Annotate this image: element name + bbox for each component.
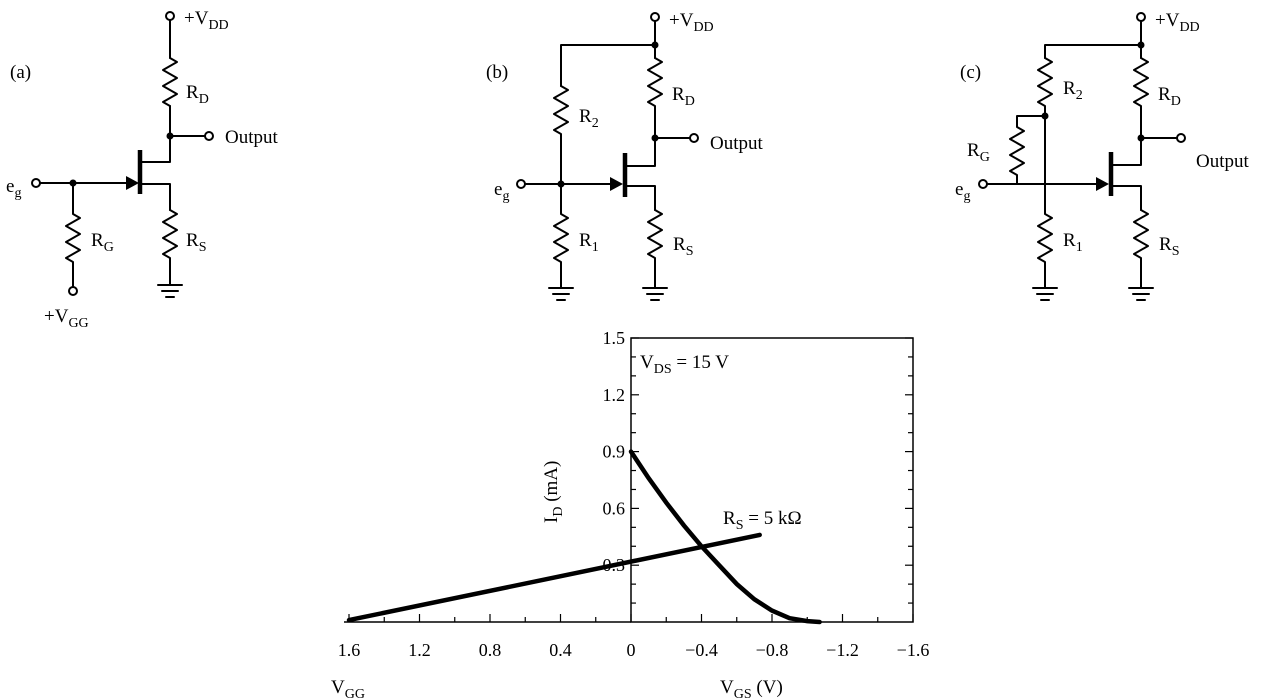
circuit-c-rd-label: RD (1158, 84, 1181, 109)
circuit-b-ground-left-icon (548, 287, 574, 301)
circuit-a-rg-label: RG (91, 230, 114, 255)
x-tick-label: −1.2 (826, 640, 859, 660)
chart-annotation-rs: RS = 5 kΩ (723, 508, 802, 533)
circuit-c-rg-resistor (1009, 115, 1046, 185)
circuit-a-input-terminal (31, 178, 41, 188)
circuit-b-ground-right-icon (642, 287, 668, 301)
circuit-a-vgg-terminal (68, 286, 78, 296)
circuit-c-output-label: Output (1196, 151, 1250, 172)
circuit-b-output-terminal (689, 133, 699, 143)
circuit-b-output-label: Output (710, 133, 764, 154)
circuit-a: (a) +VDD RD Output eg RS RG +VGG (6, 8, 279, 331)
circuit-b-r2-label: R2 (579, 106, 599, 131)
circuit-b-rd-label: RD (672, 84, 695, 109)
chart-series (346, 449, 822, 625)
circuit-a-vdd-label: +VDD (184, 8, 229, 33)
chart-y-ticks: 0.30.60.91.21.5 (603, 328, 913, 604)
chart-annotation-vds: VDS = 15 V (640, 352, 729, 377)
circuit-c-gate-arrow (1096, 177, 1109, 191)
circuit-b-input-terminal (516, 179, 526, 189)
circuit-b-tag: (b) (486, 62, 508, 83)
x-tick-label: −0.4 (685, 640, 718, 660)
x-tick-label: 0 (627, 640, 636, 660)
y-tick-label: 1.2 (603, 385, 626, 405)
circuit-c-r1-label: R1 (1063, 230, 1083, 255)
x-tick-label: −0.8 (756, 640, 789, 660)
circuit-c-tag: (c) (960, 62, 981, 83)
x-tick-label: 1.2 (408, 640, 431, 660)
chart-x-axis-left-label: VGG (331, 677, 365, 698)
circuit-a-rs-resistor (162, 209, 178, 286)
circuit-c-r1-resistor (1037, 183, 1053, 289)
circuit-a-output-terminal (204, 131, 214, 141)
circuit-c-ground-right-icon (1128, 287, 1154, 301)
circuit-b-rs-label: RS (673, 234, 693, 259)
circuit-c-vdd-label: +VDD (1155, 10, 1200, 35)
circuit-a-output-label: Output (225, 127, 279, 148)
circuit-b-vdd-terminal (650, 12, 660, 22)
x-tick-label: 0.8 (479, 640, 502, 660)
circuit-c: (c) +VDD R2 RG RD Output eg R1 RS (955, 10, 1250, 301)
circuit-c-input-terminal (978, 179, 988, 189)
transfer-curve-line (628, 449, 822, 625)
y-tick-label: 1.5 (603, 328, 626, 348)
circuit-b-gate-arrow (610, 177, 623, 191)
circuit-a-wire-source (141, 183, 171, 211)
circuit-b-r2-resistor (553, 85, 569, 185)
circuit-b-vdd-label: +VDD (669, 10, 714, 35)
circuit-a-rd-resistor (162, 57, 178, 107)
circuit-b-r1-label: R1 (579, 230, 599, 255)
chart-x-axis-label: VGS (V) (720, 677, 783, 698)
circuit-a-wire-drain (141, 105, 171, 163)
circuit-c-vdd-terminal (1136, 12, 1146, 22)
circuit-c-rd-resistor (1112, 57, 1149, 166)
circuit-c-ground-left-icon (1032, 287, 1058, 301)
circuit-c-wire-source (1112, 185, 1142, 211)
chart-y-axis-label: ID (mA) (541, 461, 566, 523)
circuit-c-input-label: eg (955, 179, 970, 204)
circuit-a-input-label: eg (6, 176, 21, 201)
circuit-c-rs-resistor (1133, 209, 1149, 289)
circuit-b-input-label: eg (494, 179, 509, 204)
circuit-a-vgg-label: +VGG (44, 306, 89, 331)
circuit-a-gate-arrow (126, 176, 139, 190)
y-tick-label: 0.6 (603, 498, 626, 518)
chart-plot-frame (630, 337, 914, 623)
circuit-c-output-terminal (1176, 133, 1186, 143)
chart: 1.6 1.2 0.8 0.4 0 −0.4 −0.8 −1.2 −1.6 0.30.60.91… (331, 328, 929, 698)
circuit-b: (b) +VDD RD Output R2 eg R1 RS (486, 10, 764, 301)
circuit-a-rd-label: RD (186, 82, 209, 107)
circuit-a-rg-resistor (65, 182, 81, 288)
circuit-c-rg-label: RG (967, 140, 990, 165)
x-tick-label: −1.6 (897, 640, 930, 660)
circuit-b-rs-resistor (647, 209, 663, 289)
y-tick-label: 0.9 (603, 442, 626, 462)
circuit-c-r2-label: R2 (1063, 78, 1083, 103)
x-tick-label: 1.6 (338, 640, 361, 660)
circuit-b-wire-top-rail (560, 44, 656, 87)
circuit-c-wire-top-rail (1044, 44, 1142, 59)
load-line (346, 532, 762, 623)
x-tick-label: 0.4 (549, 640, 572, 660)
circuit-c-rs-label: RS (1159, 234, 1179, 259)
circuit-a-rs-label: RS (186, 230, 206, 255)
chart-x-ticks: 1.6 1.2 0.8 0.4 0 −0.4 −0.8 −1.2 −1.6 (338, 614, 930, 660)
circuit-a-vdd-terminal (165, 11, 175, 21)
circuit-a-ground-icon (157, 284, 183, 298)
circuit-b-rd-resistor (626, 57, 663, 167)
circuit-a-tag: (a) (10, 62, 31, 83)
circuit-b-wire-source (626, 185, 656, 211)
circuit-b-r1-resistor (553, 183, 569, 289)
circuit-c-r2-resistor (1037, 57, 1053, 185)
